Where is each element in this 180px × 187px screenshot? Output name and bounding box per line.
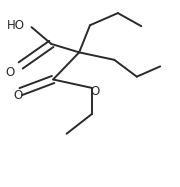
Text: HO: HO — [7, 19, 25, 32]
Text: O: O — [13, 89, 23, 102]
Text: O: O — [91, 85, 100, 98]
Text: O: O — [5, 66, 15, 79]
